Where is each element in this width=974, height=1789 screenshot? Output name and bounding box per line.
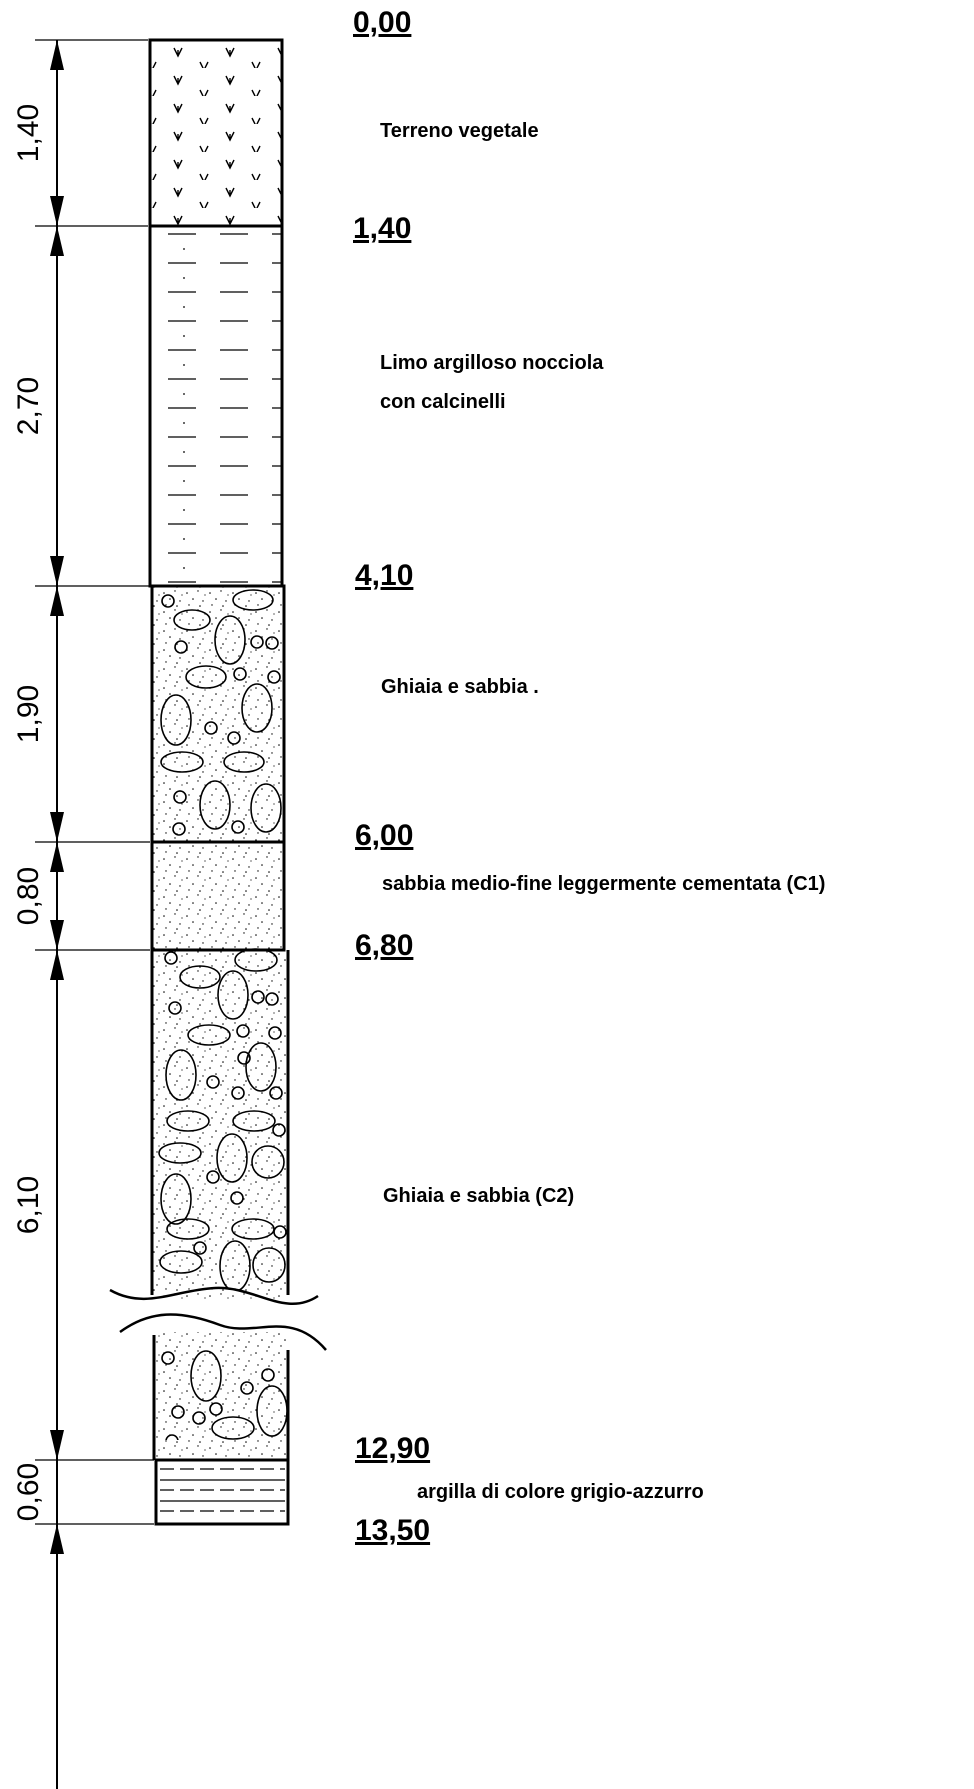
depth-label: 0,00 <box>353 6 411 39</box>
depth-label: 4,10 <box>355 559 413 592</box>
break-line-upper <box>109 1286 319 1305</box>
layer-descriptions: Terreno vegetale Limo argilloso nocciola… <box>380 120 825 1503</box>
depth-label: 13,50 <box>355 1514 430 1547</box>
layer-description: sabbia medio-fine leggermente cementata … <box>382 873 825 895</box>
layer-clay <box>154 1458 290 1526</box>
thickness-label: 1,90 <box>12 685 45 743</box>
thickness-label: 1,40 <box>12 104 45 162</box>
layer-gravel-sand-c2 <box>150 948 290 1300</box>
depth-label: 6,80 <box>355 929 413 962</box>
layer-gravel-sand-c2-lower <box>152 1332 290 1460</box>
layer-sand <box>150 840 286 952</box>
depth-label: 12,90 <box>355 1432 430 1465</box>
layer-gravel-sand-upper <box>150 584 286 844</box>
dimension-lines <box>35 39 154 1789</box>
layer-description: Ghiaia e sabbia (C2) <box>383 1185 574 1207</box>
depth-label: 6,00 <box>355 819 413 852</box>
section-break <box>109 1286 327 1351</box>
layer-description: argilla di colore grigio-azzurro <box>417 1481 704 1503</box>
layer-description: Limo argilloso nocciola <box>380 352 604 374</box>
layer-description: Ghiaia e sabbia . <box>381 676 539 698</box>
thickness-label: 0,60 <box>12 1463 45 1521</box>
break-line-lower <box>119 1313 327 1351</box>
thickness-labels: 1,40 2,70 1,90 0,80 6,10 0,60 <box>12 104 45 1521</box>
depth-labels: 0,00 1,40 4,10 6,00 6,80 12,90 13,50 <box>353 6 430 1547</box>
thickness-label: 6,10 <box>12 1176 45 1234</box>
dimension-arrows <box>50 40 64 1554</box>
layer-description: con calcinelli <box>380 391 506 413</box>
depth-label: 1,40 <box>353 212 411 245</box>
thickness-label: 2,70 <box>12 377 45 435</box>
layer-silt <box>148 224 284 588</box>
layer-description: Terreno vegetale <box>380 120 539 142</box>
layer-vegetal-soil <box>148 38 284 228</box>
thickness-label: 0,80 <box>12 867 45 925</box>
